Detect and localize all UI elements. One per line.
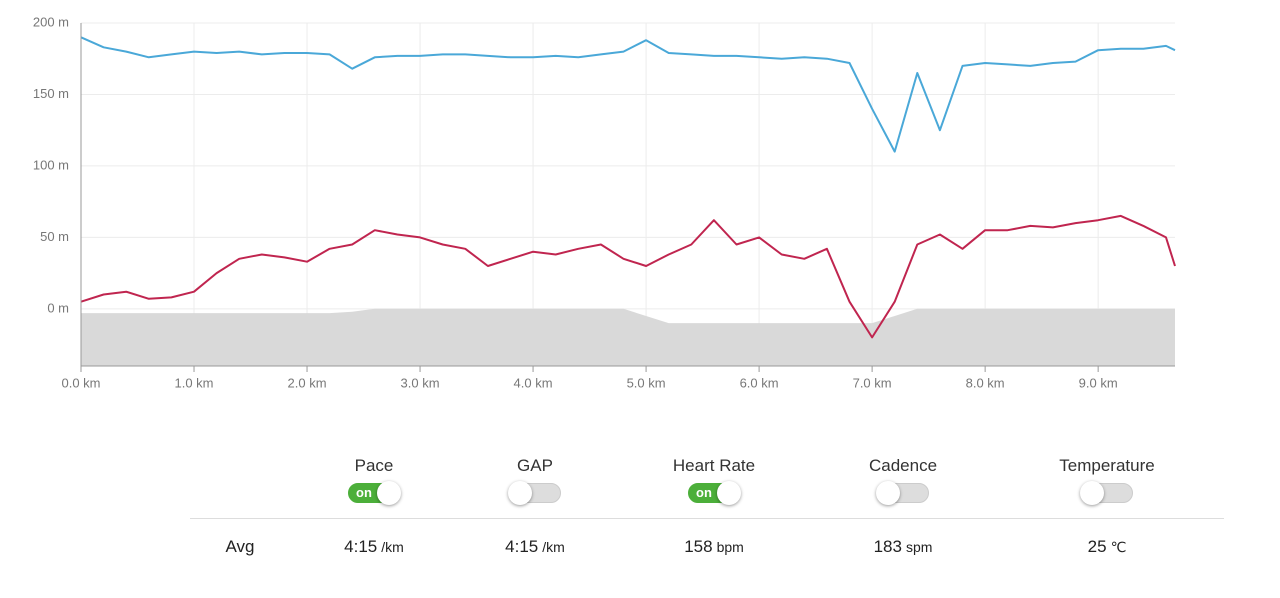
metric-label: GAP bbox=[517, 456, 553, 475]
area bbox=[81, 308, 1175, 366]
toggle[interactable] bbox=[876, 481, 929, 505]
separator bbox=[190, 518, 1224, 519]
avg-number: 158 bbox=[684, 537, 713, 556]
toggle-knob bbox=[1080, 481, 1104, 505]
avg-value: 25 ℃ bbox=[1088, 537, 1127, 557]
y-tick-label: 150 m bbox=[33, 86, 69, 101]
avg-value: 4:15/km bbox=[344, 537, 404, 557]
toggle-knob bbox=[876, 481, 900, 505]
toggle[interactable] bbox=[1080, 481, 1133, 505]
toggle[interactable] bbox=[508, 481, 561, 505]
avg-number: 183 bbox=[873, 537, 902, 556]
avg-value: 158 bpm bbox=[684, 537, 744, 557]
x-tick-label: 3.0 km bbox=[401, 375, 440, 390]
avg-number: 4:15 bbox=[505, 537, 539, 556]
avg-unit: /km bbox=[542, 539, 565, 555]
metric-label: Pace bbox=[354, 456, 394, 475]
y-tick-label: 50 m bbox=[40, 229, 69, 244]
metric-label: Heart Rate bbox=[672, 456, 756, 475]
line bbox=[80, 214, 1176, 339]
x-tick-label: 7.0 km bbox=[853, 375, 892, 390]
metric-label: Temperature bbox=[1059, 456, 1155, 475]
x-tick-label: 1.0 km bbox=[175, 375, 214, 390]
avg-value: 4:15/km bbox=[505, 537, 565, 557]
line bbox=[80, 36, 1176, 153]
avg-value: 183 spm bbox=[874, 537, 933, 557]
avg-unit: bpm bbox=[716, 539, 744, 555]
toggle[interactable]: on bbox=[348, 481, 401, 505]
toggle[interactable]: on bbox=[688, 481, 741, 505]
x-tick-label: 4.0 km bbox=[514, 375, 553, 390]
avg-unit: ℃ bbox=[1110, 539, 1127, 555]
chart: 0 m 50 m 100 m 150 m 200 m 0.0 km 1.0 km 2.0 km… bbox=[33, 14, 1176, 390]
toggle-text: on bbox=[696, 485, 712, 500]
metric-label: Cadence bbox=[868, 456, 938, 475]
x-tick-label: 6.0 km bbox=[740, 375, 779, 390]
x-tick-label: 9.0 km bbox=[1079, 375, 1118, 390]
x-tick-label: 0.0 km bbox=[61, 375, 100, 390]
y-tick-label: 0 m bbox=[47, 300, 69, 315]
avg-unit: /km bbox=[381, 539, 404, 555]
toggle-knob bbox=[717, 481, 741, 505]
y-tick-label: 100 m bbox=[33, 157, 69, 172]
x-tick-label: 8.0 km bbox=[966, 375, 1005, 390]
x-tick-label: 2.0 km bbox=[288, 375, 327, 390]
avg-label: Avg bbox=[225, 537, 255, 556]
avg-unit: spm bbox=[905, 539, 933, 555]
toggle-knob bbox=[508, 481, 532, 505]
toggle-text: on bbox=[356, 485, 372, 500]
x-tick-label: 5.0 km bbox=[627, 375, 666, 390]
avg-number: 4:15 bbox=[344, 537, 378, 556]
toggle-knob bbox=[377, 481, 401, 505]
avg-number: 25 bbox=[1087, 537, 1107, 556]
y-tick-label: 200 m bbox=[33, 14, 69, 29]
